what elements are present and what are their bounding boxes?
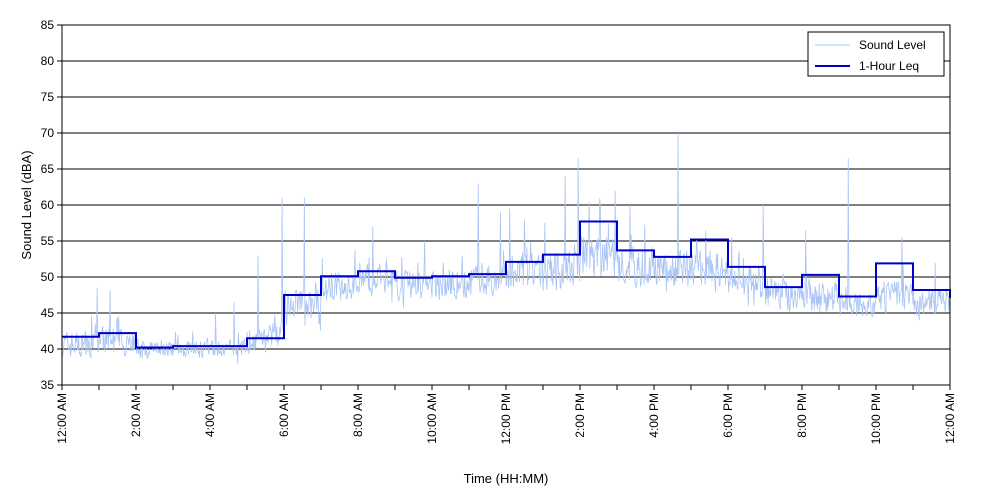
- x-axis-title: Time (HH:MM): [464, 471, 549, 486]
- x-tick-label: 12:00 AM: [55, 393, 69, 444]
- legend-label-sound-level: Sound Level: [859, 38, 926, 52]
- y-tick-label: 65: [41, 162, 55, 176]
- y-tick-label: 45: [41, 306, 55, 320]
- x-tick-label: 10:00 PM: [869, 393, 883, 444]
- x-tick-label: 6:00 PM: [721, 393, 735, 438]
- x-tick-label: 4:00 AM: [203, 393, 217, 437]
- y-tick-label: 60: [41, 198, 55, 212]
- legend-label-leq: 1-Hour Leq: [859, 59, 919, 73]
- series-1-hour-leq-step: [62, 220, 951, 349]
- y-tick-label: 40: [41, 342, 55, 356]
- x-tick-label: 10:00 AM: [425, 393, 439, 444]
- x-tick-label: 12:00 AM: [943, 393, 957, 444]
- x-tick-label: 4:00 PM: [647, 393, 661, 438]
- legend: Sound Level 1-Hour Leq: [807, 31, 945, 77]
- y-tick-label: 70: [41, 126, 55, 140]
- y-axis-title: Sound Level (dBA): [19, 150, 34, 259]
- x-tick-label: 2:00 AM: [129, 393, 143, 437]
- x-tick-label: 8:00 PM: [795, 393, 809, 438]
- y-tick-label: 35: [41, 378, 55, 392]
- x-tick-label: 6:00 AM: [277, 393, 291, 437]
- y-tick-label: 85: [41, 18, 55, 32]
- y-tick-label: 55: [41, 234, 55, 248]
- x-tick-label: 2:00 PM: [573, 393, 587, 438]
- x-tick-label: 8:00 AM: [351, 393, 365, 437]
- x-tick-label: 12:00 PM: [499, 393, 513, 444]
- y-tick-label: 80: [41, 54, 55, 68]
- axis-layer: 35 40 45 50 55 60 65 70 75 80 85 12:00 AM 2:00 AM 4:0…: [41, 18, 957, 444]
- legend-box: [807, 31, 945, 77]
- y-tick-label: 75: [41, 90, 55, 104]
- series-layer: [61, 132, 951, 365]
- y-tick-label: 50: [41, 270, 55, 284]
